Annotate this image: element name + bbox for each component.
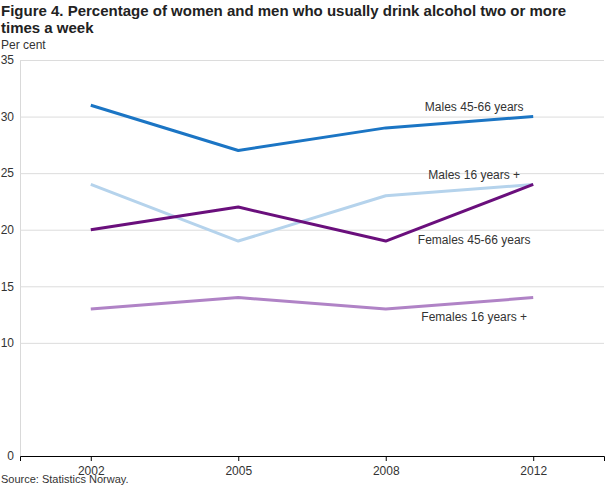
lines xyxy=(91,105,533,309)
series-label: Males 45-66 years xyxy=(425,100,524,114)
x-tick-mark xyxy=(533,456,534,461)
y-tick-label: 25 xyxy=(1,166,15,180)
x-tick-label: 2008 xyxy=(373,464,400,478)
y-axis-title: Per cent xyxy=(1,38,46,52)
grid-line xyxy=(20,286,604,287)
x-tick-label: 2012 xyxy=(520,464,547,478)
series-label: Females 16 years + xyxy=(421,310,527,324)
y-axis: 0 10 15 20 25 30 35 xyxy=(1,53,604,463)
title: Figure 4. Percentage of women and men wh… xyxy=(1,2,566,36)
y-tick-label: 20 xyxy=(1,223,15,237)
y-tick-label: 0 xyxy=(7,449,14,463)
x-axis-line xyxy=(21,457,605,462)
x-tick: 2012 xyxy=(520,456,547,478)
x-tick-mark xyxy=(91,456,92,461)
title-line: times a week xyxy=(1,19,94,36)
x-tick: 2008 xyxy=(373,456,400,478)
series-line xyxy=(91,298,533,309)
x-tick-mark xyxy=(386,456,387,461)
series-labels: Males 45-66 years Males 16 years + Females… xyxy=(418,100,531,324)
y-tick: 10 xyxy=(1,336,604,350)
grid-line xyxy=(20,230,604,231)
y-axis-line xyxy=(21,61,605,457)
series-label: Males 16 years + xyxy=(428,168,520,182)
y-tick: 0 xyxy=(7,449,604,463)
grid-line xyxy=(20,343,604,344)
y-tick: 35 xyxy=(1,53,604,67)
grid-line xyxy=(20,60,604,61)
x-tick-label: 2005 xyxy=(225,464,252,478)
y-tick: 15 xyxy=(1,280,604,294)
series-label: Females 45-66 years xyxy=(418,233,531,247)
x-tick-mark xyxy=(238,456,239,461)
chart: Figure 4. Percentage of women and men wh… xyxy=(0,0,610,488)
y-tick-label: 10 xyxy=(1,336,15,350)
title-line: Figure 4. Percentage of women and men wh… xyxy=(1,2,566,19)
y-tick-label: 30 xyxy=(1,110,15,124)
source: Source: Statistics Norway. xyxy=(1,473,129,485)
y-tick-label: 15 xyxy=(1,280,15,294)
x-tick: 2005 xyxy=(225,456,252,478)
y-tick-label: 35 xyxy=(1,53,15,67)
